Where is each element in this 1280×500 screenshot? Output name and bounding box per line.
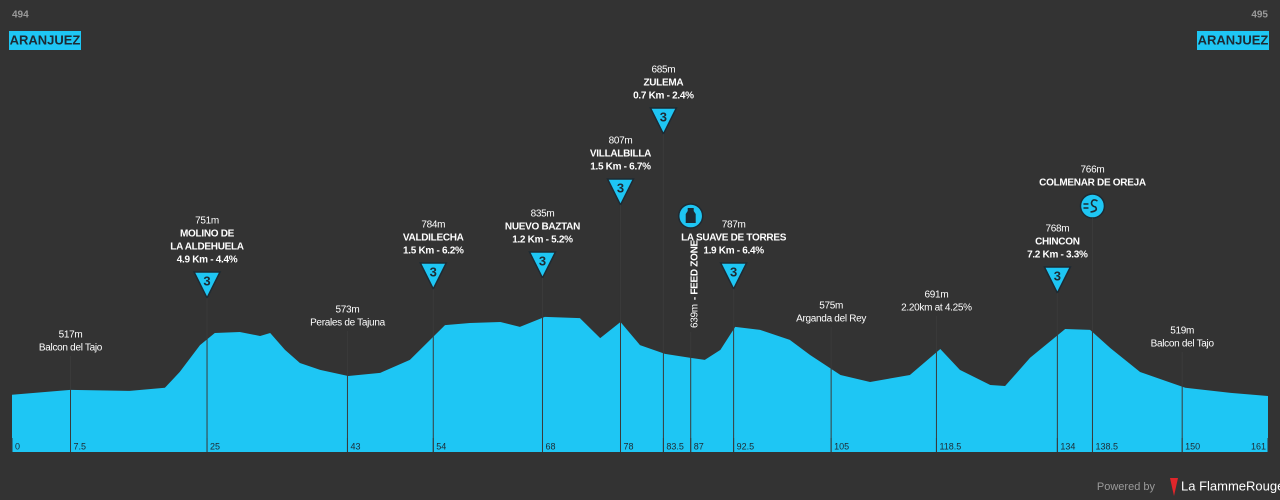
waypoint-elevation: 691m: [925, 290, 949, 301]
x-tick-label: 134: [1060, 441, 1075, 451]
climb-icon: [719, 262, 748, 291]
climb-category: 3: [1054, 268, 1061, 283]
x-tick-label: 54: [436, 441, 446, 451]
waypoint-elevation: 519m: [1170, 326, 1194, 337]
brand: La FlammeRouge: [1181, 478, 1280, 493]
climb-detail: 1.5 Km - 6.7%: [590, 162, 651, 173]
finish-badge: [1197, 31, 1269, 50]
waypoint-elevation: 787m: [722, 220, 746, 231]
elevation-area: [12, 316, 1268, 452]
waypoint-elevation: 751m: [195, 216, 219, 227]
climb-category: 3: [430, 264, 437, 279]
waypoint-elevation: 807m: [609, 136, 633, 147]
finish-number: 495: [1251, 10, 1268, 21]
waypoint-elevation: 573m: [336, 305, 360, 316]
climb-icon: [528, 251, 557, 280]
x-tick-label: 150: [1185, 441, 1200, 451]
start-number: 494: [12, 10, 29, 21]
waypoint-elevation: 784m: [421, 220, 445, 231]
climb-detail: 7.2 Km - 3.3%: [1027, 250, 1088, 261]
x-tick-label: 7.5: [74, 441, 87, 451]
x-tick-label: 92.5: [737, 441, 755, 451]
waypoint-name: VILLALBILLA: [590, 149, 651, 160]
climb-detail: 1.9 Km - 6.4%: [703, 246, 764, 257]
climb-category: 3: [660, 109, 667, 124]
climb-icon: [649, 107, 678, 136]
climb-icon: [419, 262, 448, 291]
climb-detail: 0.7 Km - 2.4%: [633, 91, 694, 102]
climb-detail: 1.5 Km - 6.2%: [403, 246, 464, 257]
waypoint-name: Perales de Tajuna: [310, 318, 386, 329]
climb-category: 3: [539, 253, 546, 268]
start-name: ARANJUEZ: [10, 32, 81, 47]
climb-category: 3: [617, 180, 624, 195]
waypoint-name: ZULEMA: [643, 78, 683, 89]
waypoint-name: LA ALDEHUELA: [170, 242, 244, 253]
waypoint-name: CHINCON: [1035, 237, 1080, 248]
x-tick-label: 25: [210, 441, 220, 451]
waypoint-name: Balcon del Tajo: [1151, 339, 1215, 350]
climb-detail: 1.2 Km - 5.2%: [512, 235, 573, 246]
finish-name: ARANJUEZ: [1198, 32, 1269, 47]
waypoint-name: MOLINO DE: [180, 229, 235, 240]
climb-icon: [1043, 266, 1072, 295]
plot: 0 7.5 25 43 54 68 78 83.5 87 92.5 105 118.5 134 138.5…: [11, 65, 1269, 452]
waypoint-name: 2.20km at 4.25%: [901, 303, 972, 314]
feed-bottle: [685, 208, 696, 223]
x-tick-label: 87: [694, 441, 704, 451]
climb-category: 3: [203, 273, 210, 288]
x-tick-label: 43: [350, 441, 360, 451]
waypoint-elevation: 575m: [819, 301, 843, 312]
waypoint-name: Arganda del Rey: [796, 314, 866, 325]
feed-zone-label: 639m - FEED ZONE: [689, 240, 700, 328]
start-badge: [9, 31, 81, 50]
waypoint-elevation: 639m: [689, 304, 700, 328]
climb-icon: [606, 178, 635, 207]
climb-category: 3: [730, 264, 737, 279]
x-tick-label: 0: [15, 441, 20, 451]
powered-by: Powered by: [1097, 481, 1156, 493]
brand-logo: [1170, 478, 1178, 496]
waypoint-elevation: 766m: [1081, 165, 1105, 176]
waypoint-elevation: 835m: [531, 209, 555, 220]
climb-icon: [192, 271, 222, 300]
x-tick-label: 68: [545, 441, 555, 451]
sprint-glyph: [1083, 199, 1098, 213]
waypoint-name: COLMENAR DE OREJA: [1039, 178, 1146, 189]
waypoint-name: Balcon del Tajo: [39, 343, 103, 354]
x-tick-label: 138.5: [1095, 441, 1118, 451]
waypoint-name: LA SUAVE DE TORRES: [681, 233, 787, 244]
climb-detail: 4.9 Km - 4.4%: [177, 255, 238, 266]
waypoint-name: NUEVO BAZTAN: [505, 222, 580, 233]
waypoint-elevation: 685m: [651, 65, 675, 76]
waypoint-elevation: 517m: [59, 330, 83, 341]
waypoint-name: - FEED ZONE: [689, 240, 700, 301]
x-tick-label: 161: [1251, 441, 1266, 451]
feed-zone: 639m - FEED ZONE: [689, 240, 700, 328]
x-tick-label: 118.5: [939, 441, 961, 451]
x-tick-label: 78: [623, 441, 633, 451]
x-tick-label: 105: [834, 441, 849, 451]
x-tick-label: 83.5: [666, 441, 684, 451]
waypoint-elevation: 768m: [1045, 224, 1069, 235]
waypoint-name: VALDILECHA: [403, 233, 464, 244]
